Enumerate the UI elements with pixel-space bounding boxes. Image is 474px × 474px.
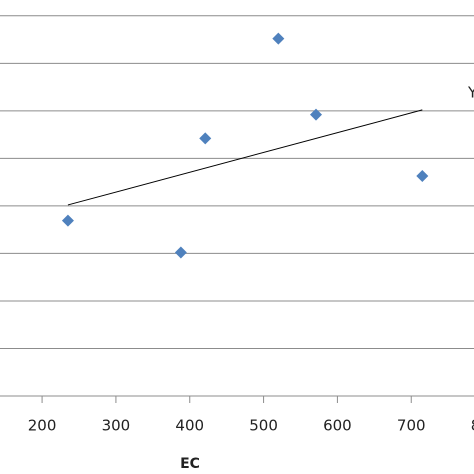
scatter-point — [199, 132, 212, 145]
x-tick-label: 300 — [102, 417, 131, 435]
trendline — [67, 109, 423, 206]
x-tick-label: 600 — [323, 417, 352, 435]
x-tick-label: 400 — [175, 417, 204, 435]
scatter-point — [416, 169, 429, 182]
x-tick-label: 500 — [249, 417, 278, 435]
scatter-point — [272, 32, 285, 45]
annotation: Y — [467, 84, 474, 102]
x-axis-label: EC — [180, 456, 200, 472]
x-tick-label: 700 — [397, 417, 426, 435]
scatter-point — [174, 246, 187, 259]
scatter-point — [310, 108, 322, 121]
x-tick-label: 800 — [471, 417, 474, 435]
x-tick-label: 200 — [28, 417, 57, 435]
scatter-point — [61, 214, 74, 227]
